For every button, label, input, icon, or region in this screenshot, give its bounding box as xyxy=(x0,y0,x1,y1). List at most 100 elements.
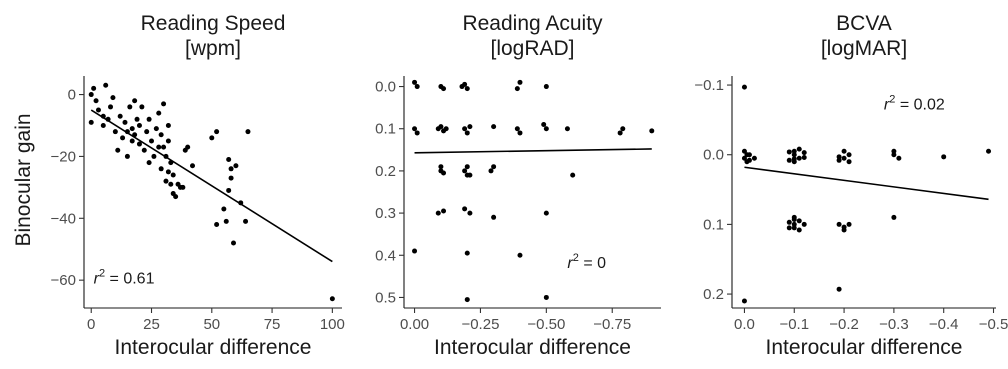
data-point xyxy=(791,152,797,158)
data-point xyxy=(228,175,234,181)
y-tick-label: 0.5 xyxy=(375,289,396,306)
data-point xyxy=(801,150,807,156)
chart-panel-2: Reading Acuity[logRAD] 0.00 −0.25 −0.50 −0.7… xyxy=(375,12,661,359)
data-point xyxy=(462,168,468,174)
x-tick-label: 50 xyxy=(203,316,220,333)
data-point xyxy=(517,130,523,136)
data-point xyxy=(846,159,852,165)
data-point xyxy=(836,286,842,292)
x-tick-label: −0.5 xyxy=(979,316,1008,333)
x-tick-label: −0.4 xyxy=(929,316,959,333)
x-tick-label: 25 xyxy=(143,316,160,333)
r-squared-annotation: r2 = 0 xyxy=(567,252,606,272)
data-point xyxy=(170,172,176,178)
data-point xyxy=(441,170,447,176)
data-point xyxy=(649,128,655,134)
data-point xyxy=(93,98,99,104)
data-point xyxy=(786,149,792,155)
data-point xyxy=(165,169,171,175)
data-point xyxy=(464,297,470,303)
data-point xyxy=(543,84,549,90)
data-point xyxy=(122,119,128,125)
data-point xyxy=(233,163,239,169)
y-tick-label: −20 xyxy=(51,148,76,165)
x-tick-label: 100 xyxy=(320,316,345,333)
x-tick-label: 0 xyxy=(87,316,95,333)
data-point xyxy=(791,225,797,231)
y-tick-label: 0.2 xyxy=(703,286,724,303)
data-point xyxy=(146,160,152,166)
data-point xyxy=(214,221,220,227)
data-point xyxy=(467,124,473,130)
data-point xyxy=(891,152,897,158)
panel-title: Reading Speed xyxy=(141,12,286,35)
data-point xyxy=(165,138,171,144)
data-point xyxy=(517,79,523,85)
x-tick-label: 75 xyxy=(264,316,281,333)
y-tick-label: 0.1 xyxy=(703,216,724,233)
data-point xyxy=(543,294,549,300)
x-tick-label: −0.75 xyxy=(593,316,631,333)
data-point xyxy=(462,81,468,87)
data-point xyxy=(841,148,847,154)
data-point xyxy=(226,157,232,163)
data-point xyxy=(156,144,162,150)
data-point xyxy=(796,155,802,161)
x-axis-title: Interocular difference xyxy=(115,336,312,359)
data-point xyxy=(891,148,897,154)
data-point xyxy=(141,147,147,153)
data-point xyxy=(165,122,171,128)
y-tick-label: −40 xyxy=(51,210,76,227)
data-point xyxy=(146,116,152,122)
data-point xyxy=(438,124,444,130)
data-point xyxy=(414,130,420,136)
data-point xyxy=(435,210,441,216)
y-tick-label: 0 xyxy=(68,87,76,104)
data-point xyxy=(791,217,797,223)
y-tick-label: −60 xyxy=(51,272,76,289)
data-point xyxy=(149,138,155,144)
data-point xyxy=(161,101,167,107)
data-point xyxy=(132,98,138,104)
data-point xyxy=(541,122,547,128)
data-point xyxy=(464,250,470,256)
data-point xyxy=(158,132,164,138)
data-point xyxy=(491,214,497,220)
data-point xyxy=(230,240,236,246)
x-axis-title: Interocular difference xyxy=(434,336,631,359)
x-tick-label: −0.50 xyxy=(527,316,565,333)
data-point xyxy=(412,126,418,132)
data-point xyxy=(741,298,747,304)
data-point xyxy=(180,184,186,190)
data-point xyxy=(144,129,150,135)
data-point xyxy=(741,148,747,154)
data-point xyxy=(95,107,101,113)
data-point xyxy=(120,135,126,141)
data-point xyxy=(491,164,497,170)
chart-panel-1: Reading Speed[wpm] 0 25 50 75 100 0 −20 −40 −60 r2… xyxy=(51,12,345,359)
data-point xyxy=(127,104,133,110)
data-point xyxy=(464,164,470,170)
data-point xyxy=(836,154,842,160)
data-point xyxy=(163,178,169,184)
data-point xyxy=(786,157,792,163)
data-point xyxy=(617,130,623,136)
data-point xyxy=(245,129,251,135)
data-point xyxy=(744,159,750,165)
data-point xyxy=(741,155,747,161)
y-tick-label: 0.3 xyxy=(375,205,396,222)
data-point xyxy=(412,248,418,254)
y-tick-label: 0.4 xyxy=(375,247,396,264)
data-point xyxy=(129,138,135,144)
data-point xyxy=(112,129,118,135)
panel-subtitle: [logRAD] xyxy=(490,37,574,60)
data-point xyxy=(158,166,164,172)
data-point xyxy=(438,164,444,170)
data-point xyxy=(488,168,494,174)
x-tick-label: −0.25 xyxy=(461,316,499,333)
data-point xyxy=(100,122,106,128)
regression-line xyxy=(414,148,652,154)
data-point xyxy=(462,206,468,212)
data-point xyxy=(796,227,802,233)
